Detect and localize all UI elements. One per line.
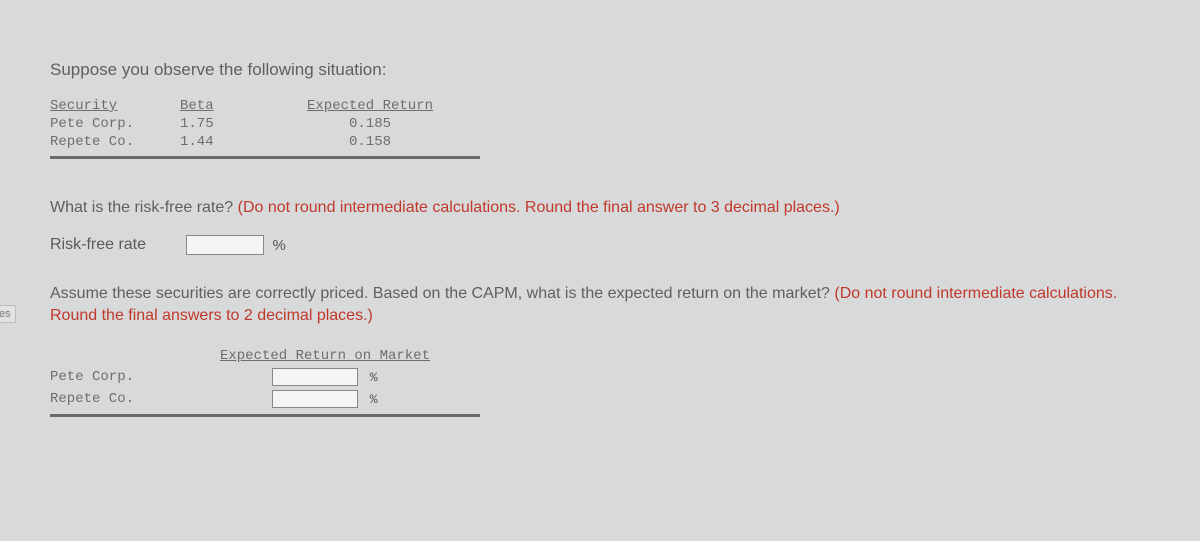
table-underline: [50, 156, 480, 159]
percent-unit: %: [370, 370, 378, 385]
table-row-beta: 1.75: [180, 116, 290, 132]
table-row-security: Repete Co.: [50, 134, 180, 150]
intro-text: Suppose you observe the following situat…: [50, 60, 1160, 80]
risk-free-label: Risk-free rate: [50, 236, 146, 254]
risk-free-input[interactable]: [186, 235, 264, 255]
risk-free-row: Risk-free rate %: [50, 235, 1160, 255]
question-1: What is the risk-free rate? (Do not roun…: [50, 199, 1160, 217]
question-2: Assume these securities are correctly pr…: [50, 283, 1150, 326]
col-market-return-header: Expected Return on Market: [200, 348, 450, 364]
col-expected-return-header: Expected Return: [290, 98, 450, 114]
table-row-expret: 0.158: [290, 134, 450, 150]
question-1-text: What is the risk-free rate?: [50, 199, 238, 216]
securities-table: Security Beta Expected Return Pete Corp.…: [50, 98, 1160, 150]
table-row-expret: 0.185: [290, 116, 450, 132]
col-security-header: Security: [50, 98, 180, 114]
table-row-label: Pete Corp.: [50, 369, 200, 385]
table-row-security: Pete Corp.: [50, 116, 180, 132]
question-2-text: Assume these securities are correctly pr…: [50, 285, 834, 302]
repete-market-return-input[interactable]: [272, 390, 358, 408]
percent-unit: %: [370, 392, 378, 407]
table-row-beta: 1.44: [180, 134, 290, 150]
table-row-label: Repete Co.: [50, 391, 200, 407]
question-1-instruction: (Do not round intermediate calculations.…: [238, 199, 840, 216]
table-underline: [50, 414, 480, 417]
percent-unit: %: [272, 237, 285, 254]
market-return-table: Expected Return on Market Pete Corp. % R…: [50, 348, 1160, 417]
question-page: Suppose you observe the following situat…: [0, 0, 1200, 437]
pete-market-return-input[interactable]: [272, 368, 358, 386]
col-beta-header: Beta: [180, 98, 290, 114]
